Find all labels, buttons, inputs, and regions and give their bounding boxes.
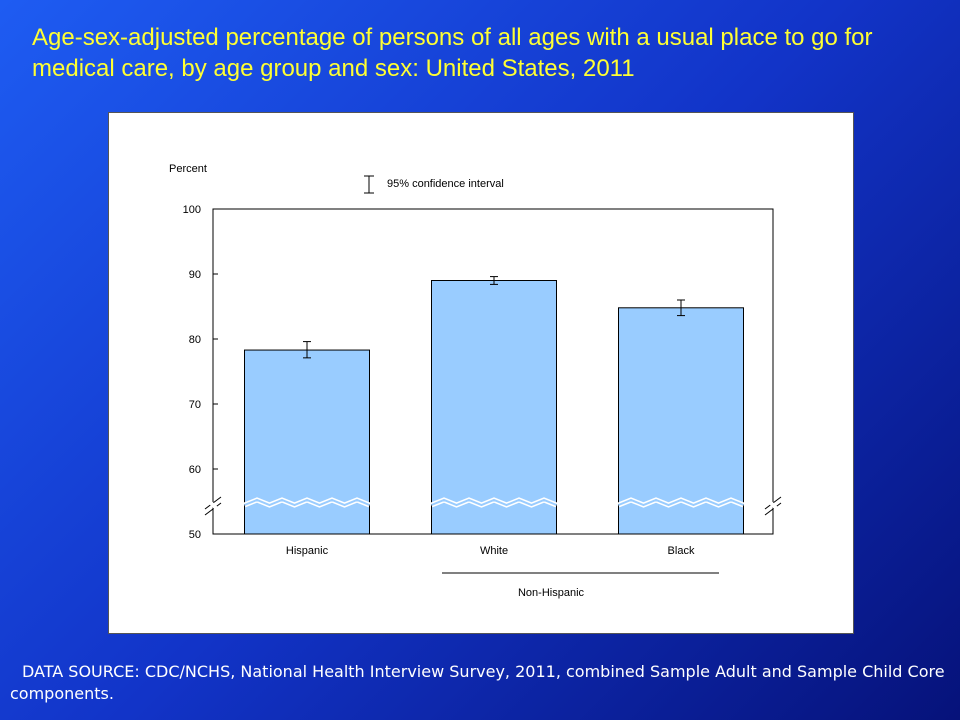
y-tick-label: 90 <box>189 269 201 281</box>
bar-chart: 100 90 80 70 60 50 Percent 95% confidence inter… <box>169 163 782 599</box>
data-source-text: DATA SOURCE: CDC/NCHS, National Health I… <box>10 662 945 703</box>
y-tick-label: 50 <box>189 529 201 541</box>
x-tick-label: White <box>480 545 508 557</box>
axis-break-wave <box>244 498 370 507</box>
axis-break-gap <box>767 499 779 511</box>
y-axis-label: Percent <box>169 163 207 175</box>
axis-break-wave <box>618 498 744 507</box>
group-label: Non-Hispanic <box>518 587 585 599</box>
chart-panel: 100 90 80 70 60 50 Percent 95% confidence inter… <box>108 112 854 634</box>
legend-label: 95% confidence interval <box>387 178 504 190</box>
y-tick-label: 100 <box>183 204 201 216</box>
data-source-footnote: DATA SOURCE: CDC/NCHS, National Health I… <box>10 661 945 705</box>
bar-black <box>618 307 744 535</box>
axis-break-gap <box>207 499 219 511</box>
y-tick-label: 60 <box>189 464 201 476</box>
y-tick-label: 80 <box>189 334 201 346</box>
axis-break-wave <box>431 498 557 507</box>
x-tick-label: Hispanic <box>286 545 329 557</box>
slide-title: Age-sex-adjusted percentage of persons o… <box>32 24 873 82</box>
bar-white <box>431 280 557 535</box>
axis-break-slash <box>764 502 782 516</box>
x-tick-label: Black <box>668 545 695 557</box>
axis-break-slash <box>204 502 222 516</box>
bar-hispanic <box>244 349 370 535</box>
y-tick-label: 70 <box>189 399 201 411</box>
